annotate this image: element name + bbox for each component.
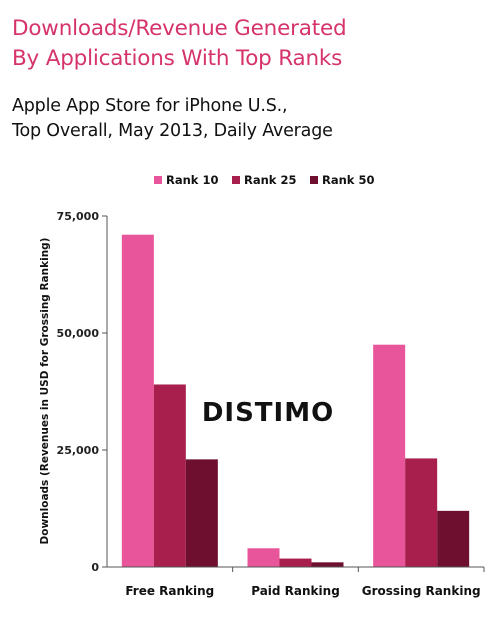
bar xyxy=(185,459,218,567)
bar xyxy=(311,562,344,567)
chart-subtitle: Apple App Store for iPhone U.S., Top Ove… xyxy=(12,94,333,144)
y-tick-label: 75,000 xyxy=(57,210,100,223)
bar xyxy=(437,510,470,567)
legend-swatch xyxy=(154,176,162,184)
chart-subtitle-line-2: Top Overall, May 2013, Daily Average xyxy=(12,121,333,141)
legend-label: Rank 25 xyxy=(244,173,296,187)
bar xyxy=(405,458,438,567)
legend-label: Rank 10 xyxy=(166,173,218,187)
x-category-label: Paid Ranking xyxy=(251,584,340,598)
chart-title: Downloads/Revenue Generated By Applicati… xyxy=(12,14,347,74)
bars xyxy=(121,234,470,567)
legend-swatch xyxy=(232,176,240,184)
bar xyxy=(121,234,154,567)
legend-swatch xyxy=(310,176,318,184)
legend-label: Rank 50 xyxy=(322,173,374,187)
chart-title-line-2: By Applications With Top Ranks xyxy=(12,46,343,71)
chart-title-line-1: Downloads/Revenue Generated xyxy=(12,16,347,41)
y-tick-label: 0 xyxy=(91,561,99,574)
bar xyxy=(279,558,312,567)
legend: Rank 10 Rank 25 Rank 50 xyxy=(154,173,374,187)
y-tick-label: 25,000 xyxy=(57,444,100,457)
y-tick-label: 50,000 xyxy=(57,327,100,340)
bar xyxy=(373,344,406,567)
chart-subtitle-line-1: Apple App Store for iPhone U.S., xyxy=(12,96,288,116)
y-axis-label: Downloads (Revenues in USD for Grossing … xyxy=(39,238,51,545)
x-category-label: Free Ranking xyxy=(125,584,214,598)
distimo-watermark: DISTIMO xyxy=(202,398,334,428)
bar xyxy=(247,548,280,567)
bar xyxy=(153,384,186,567)
x-category-label: Grossing Ranking xyxy=(362,584,481,598)
axes: 0 25,000 50,000 75,000 Free Ranking Paid Rank… xyxy=(57,210,485,598)
